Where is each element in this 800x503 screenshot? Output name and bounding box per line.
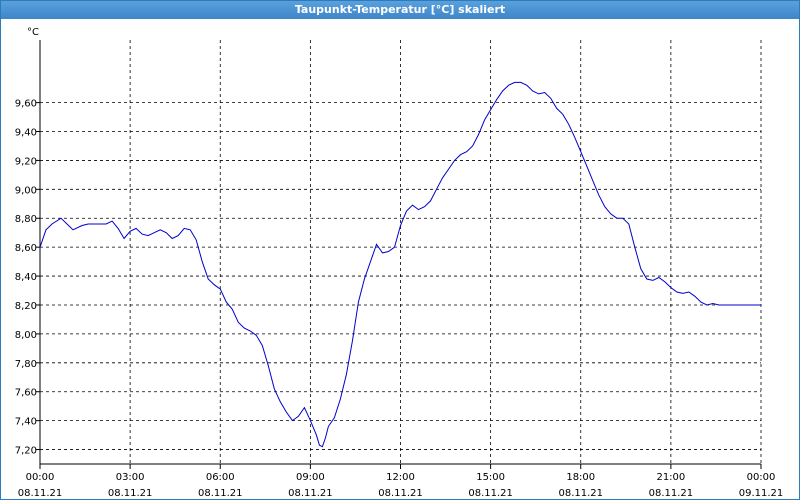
y-tick-label: 8,40 (15, 272, 37, 283)
x-tick-time-label: 00:00 (747, 472, 776, 483)
y-tick-label: 7,60 (15, 388, 37, 399)
x-tick-date-label: 08.11.21 (288, 488, 333, 499)
x-tick-date-label: 08.11.21 (558, 488, 603, 499)
y-tick-label: 9,20 (15, 156, 37, 167)
x-tick-date-label: 08.11.21 (198, 488, 243, 499)
x-tick-time-label: 03:00 (116, 472, 145, 483)
x-tick-time-label: 09:00 (296, 472, 325, 483)
y-tick-label: 7,20 (15, 446, 37, 457)
y-tick-label: 8,20 (15, 301, 37, 312)
x-tick-time-label: 18:00 (566, 472, 595, 483)
y-tick-label: 8,80 (15, 214, 37, 225)
y-axis-unit-label: °C (27, 27, 39, 38)
y-tick-label: 9,60 (15, 99, 37, 110)
x-tick-time-label: 00:00 (26, 472, 55, 483)
x-tick-date-label: 08.11.21 (18, 488, 63, 499)
dewpoint-line-chart: 9,60 9,40 9,20 9,00 8,80 8,60 8,40 8,20 8,00 7,80… (15, 27, 784, 499)
y-tick-label: 9,00 (15, 185, 37, 196)
y-tick-label: 7,40 (15, 417, 37, 428)
window-title: Taupunkt-Temperatur [°C] skaliert (1, 1, 799, 19)
x-tick-date-label: 08.11.21 (468, 488, 513, 499)
x-tick-date-label: 08.11.21 (649, 488, 694, 499)
x-tick-date-label: 09.11.21 (739, 488, 784, 499)
x-tick-date-label: 08.11.21 (108, 488, 153, 499)
y-tick-label: 8,60 (15, 243, 37, 254)
chart-area: 9,60 9,40 9,20 9,00 8,80 8,60 8,40 8,20 8,00 7,80… (1, 20, 799, 499)
x-tick-time-label: 12:00 (386, 472, 415, 483)
x-tick-date-label: 08.11.21 (378, 488, 423, 499)
x-tick-time-label: 15:00 (476, 472, 505, 483)
series-line (39, 81, 761, 448)
y-tick-label: 8,00 (15, 330, 37, 341)
y-tick-label: 7,80 (15, 359, 37, 370)
y-tick-label: 9,40 (15, 128, 37, 139)
x-tick-time-label: 06:00 (206, 472, 235, 483)
x-tick-time-label: 21:00 (656, 472, 685, 483)
